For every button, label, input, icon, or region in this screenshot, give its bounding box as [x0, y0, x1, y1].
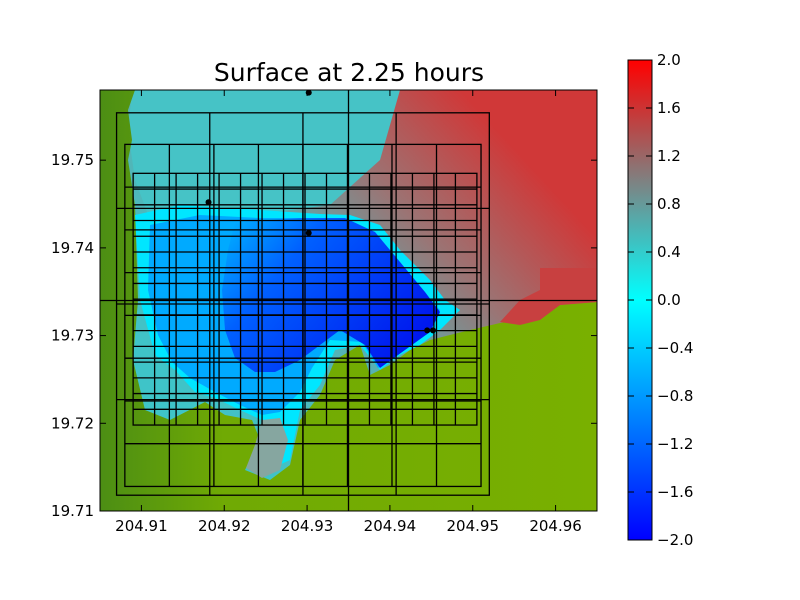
colorbar: −2.0 −1.6 −1.2 −0.8 −0.4 0.0 0.4 0.8 1.2 1.6 2.0	[627, 51, 693, 549]
bay-channel	[246, 418, 288, 478]
x-axis: 204.91 204.92 204.93 204.94 204.95 204.96	[115, 90, 582, 535]
gauge-point	[424, 327, 431, 334]
gauge-point	[205, 199, 212, 206]
x-tick-label: 204.95	[447, 517, 500, 535]
colorbar-tick-label: −0.4	[657, 339, 693, 357]
reef-step	[500, 268, 597, 325]
colorbar-tick-label: 1.6	[657, 99, 681, 117]
deep-bay	[222, 218, 440, 372]
x-tick-label: 204.96	[529, 517, 582, 535]
colorbar-tick-label: −0.8	[657, 387, 693, 405]
amr-grid-patches	[115, 112, 490, 496]
y-tick-label: 19.71	[51, 502, 94, 520]
y-tick-label: 19.72	[51, 414, 94, 432]
colorbar-tick-label: 1.2	[657, 147, 681, 165]
y-tick-label: 19.73	[51, 327, 94, 345]
gauge-points	[205, 89, 436, 334]
gauge-point	[305, 229, 312, 236]
colorbar-ticks: −2.0 −1.6 −1.2 −0.8 −0.4 0.0 0.4 0.8 1.2 1.6 2.0	[628, 51, 693, 549]
land-west	[100, 90, 597, 511]
y-axis: 19.71 19.72 19.73 19.74 19.75	[51, 151, 597, 520]
reference-lines	[100, 90, 597, 511]
colorbar-tick-label: 0.8	[657, 195, 681, 213]
colorbar-tick-label: −1.6	[657, 483, 693, 501]
x-tick-label: 204.92	[198, 517, 251, 535]
x-tick-label: 204.93	[281, 517, 334, 535]
colorbar-tick-label: −2.0	[657, 531, 693, 549]
x-tick-label: 204.91	[115, 517, 168, 535]
y-tick-label: 19.75	[51, 151, 94, 169]
plot-frame	[99, 89, 598, 512]
colorbar-tick-label: 0.4	[657, 243, 681, 261]
colorbar-tick-label: 2.0	[657, 51, 681, 69]
colorbar-tick-label: −1.2	[657, 435, 693, 453]
gauge-point	[429, 327, 436, 334]
colorbar-tick-label: 0.0	[657, 291, 681, 309]
y-tick-label: 19.74	[51, 239, 94, 257]
chart-title: Surface at 2.25 hours	[214, 58, 484, 87]
x-tick-label: 204.94	[364, 517, 417, 535]
